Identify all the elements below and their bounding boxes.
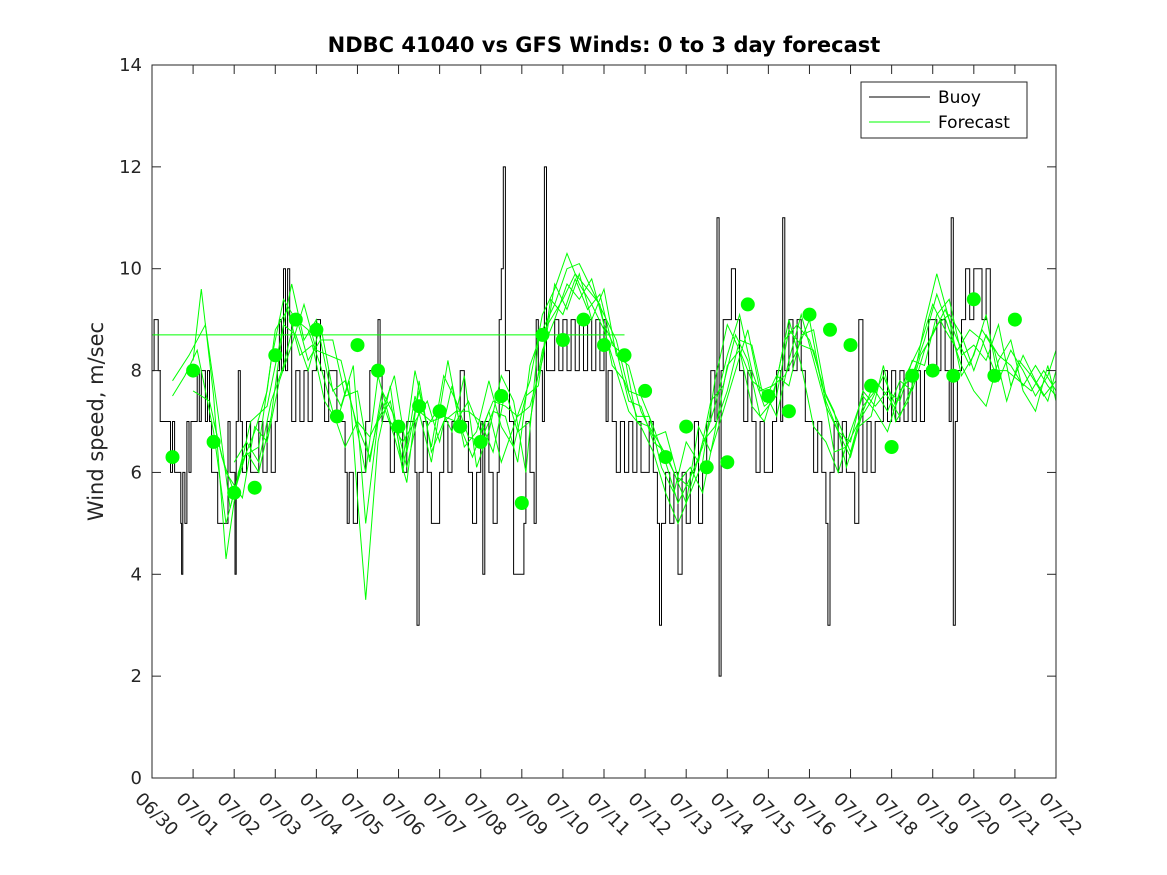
y-tick-label: 8: [131, 361, 142, 382]
daily-marker: [247, 480, 262, 495]
daily-marker: [473, 434, 488, 449]
daily-marker: [925, 363, 940, 378]
daily-marker: [740, 297, 755, 312]
y-tick-label: 12: [119, 157, 142, 178]
daily-marker: [391, 419, 406, 434]
y-tick-label: 6: [131, 462, 142, 483]
y-axis: 0 2 4 6 8 10 12 14: [119, 55, 1056, 789]
daily-marker: [823, 322, 837, 337]
daily-marker: [781, 404, 796, 419]
daily-marker: [206, 434, 221, 449]
daily-marker: [905, 368, 920, 383]
daily-marker: [843, 338, 858, 353]
daily-marker: [412, 399, 427, 414]
daily-marker: [494, 389, 509, 403]
daily-marker: [555, 333, 570, 347]
daily-marker: [453, 419, 468, 434]
daily-marker: [576, 312, 591, 327]
y-axis-label: Wind speed, m/sec: [84, 322, 108, 521]
daily-marker: [432, 404, 447, 419]
daily-marker: [1007, 312, 1022, 327]
forecast-line-6: [233, 272, 1057, 489]
daily-marker: [329, 409, 344, 424]
daily-marker: [946, 368, 961, 383]
daily-marker: [309, 322, 324, 337]
daily-marker: [987, 368, 1002, 383]
chart-title: NDBC 41040 vs GFS Winds: 0 to 3 day fore…: [328, 33, 881, 57]
daily-marker: [638, 383, 653, 398]
daily-markers: [165, 292, 1022, 510]
daily-marker: [966, 292, 981, 307]
daily-marker: [720, 455, 735, 470]
legend-box: [860, 81, 1028, 139]
daily-marker: [227, 485, 242, 500]
legend-forecast-label: Forecast: [938, 113, 1010, 133]
daily-marker: [699, 460, 714, 475]
y-tick-label: 2: [131, 666, 142, 687]
legend: Buoy Forecast: [860, 81, 1028, 139]
y-tick-label: 14: [119, 55, 142, 76]
daily-marker: [617, 348, 632, 363]
daily-marker: [350, 338, 365, 353]
daily-marker: [761, 389, 776, 403]
daily-marker: [288, 312, 303, 327]
daily-marker: [535, 327, 550, 342]
legend-buoy-label: Buoy: [938, 88, 981, 108]
y-tick-label: 10: [119, 259, 142, 280]
daily-marker: [514, 496, 529, 510]
forecast-line-4: [192, 277, 1057, 495]
daily-marker: [679, 419, 694, 434]
daily-marker: [802, 307, 817, 322]
daily-marker: [268, 348, 283, 363]
daily-marker: [597, 338, 611, 353]
daily-marker: [884, 440, 899, 454]
daily-marker: [186, 363, 201, 378]
y-tick-label: 4: [131, 564, 142, 585]
daily-marker: [658, 450, 673, 465]
daily-marker: [165, 450, 180, 465]
daily-marker: [864, 378, 879, 393]
daily-marker: [371, 363, 385, 378]
y-tick-label: 0: [131, 768, 142, 789]
